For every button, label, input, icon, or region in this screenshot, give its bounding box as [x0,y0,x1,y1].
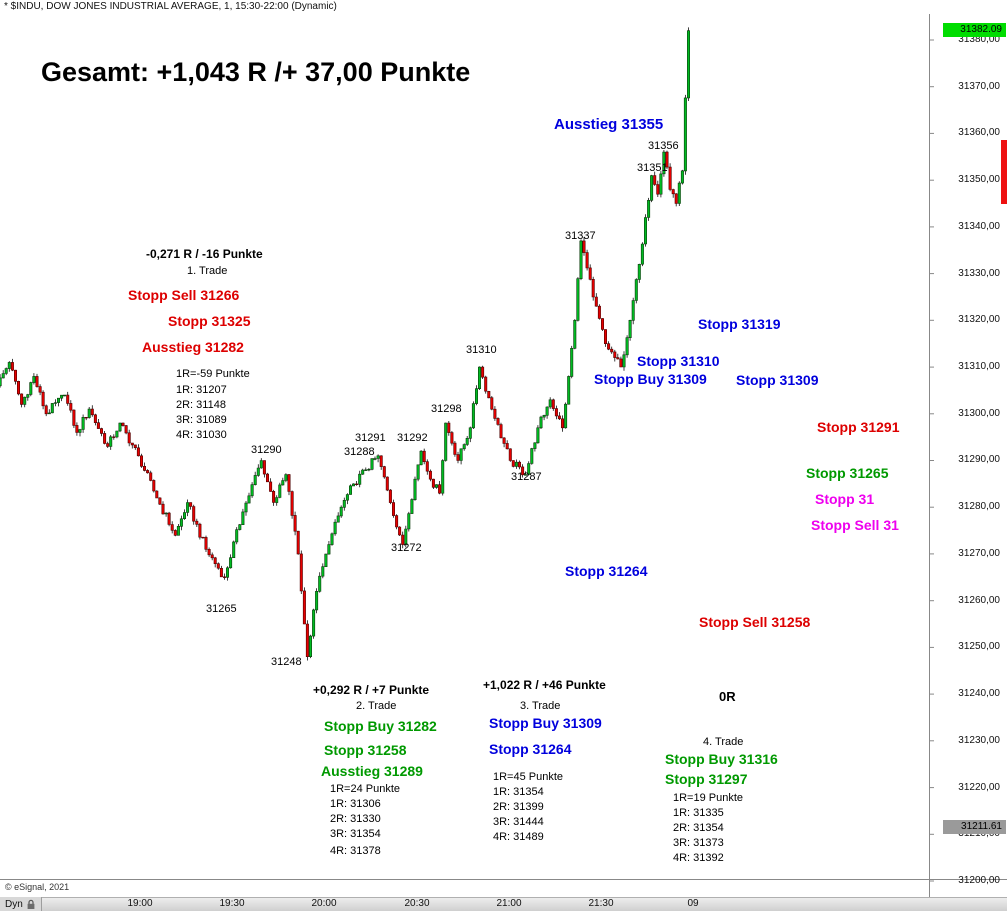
y-axis-label: 31360,00 [958,127,1000,139]
y-axis-label: 31320,00 [958,314,1000,326]
y-axis-tick-marks [929,39,934,882]
x-axis-label: 21:30 [588,898,614,909]
price-badge-last: 31382.09 [943,23,1006,38]
x-axis-label: 09 [687,898,699,909]
chart-title-bar: * $INDU, DOW JONES INDUSTRIAL AVERAGE, 1… [4,1,337,12]
y-axis-label: 31300,00 [958,407,1000,419]
x-axis-label: 21:00 [496,898,522,909]
y-axis-label: 31240,00 [958,688,1000,700]
y-axis-label: 31200,00 [958,874,1000,886]
y-axis-label: 31270,00 [958,547,1000,559]
y-axis-label: 31250,00 [958,641,1000,653]
y-axis-label: 31290,00 [958,454,1000,466]
y-axis[interactable]: 31380,00 31370,00 31360,00 31350,00 31340,00… [938,0,1007,911]
x-axis[interactable]: 19:00 19:30 20:00 20:30 21:00 21:30 09 [0,897,1007,911]
y-axis-label: 31350,00 [958,174,1000,186]
price-badge-low: 31211.61 [943,819,1006,834]
y-axis-label: 31260,00 [958,594,1000,606]
up-candles [0,30,690,657]
y-axis-label: 31380,00 [958,34,1000,45]
y-axis-label: 31220,00 [958,781,1000,793]
x-axis-label: 20:30 [404,898,430,909]
candle-wicks [0,27,689,661]
x-axis-label: 19:30 [219,898,245,909]
y-axis-label: 31340,00 [958,220,1000,232]
y-axis-label: 31330,00 [958,267,1000,279]
down-candles [10,151,678,657]
y-axis-label: 31230,00 [958,734,1000,746]
y-axis-label: 31210,00 [958,828,1000,840]
right-edge-scroll-marker[interactable] [1001,140,1007,204]
bottom-bar [0,897,1007,911]
x-axis-label: 20:00 [311,898,337,909]
x-axis-label: 19:00 [127,898,153,909]
dyn-button-label: Dyn [5,898,23,910]
y-axis-label: 31280,00 [958,501,1000,513]
copyright-label: © eSignal, 2021 [5,882,70,892]
y-axis-label: 31370,00 [958,80,1000,92]
dyn-time-template-button[interactable]: Dyn [0,897,42,911]
lock-icon[interactable] [26,899,36,910]
y-axis-label: 31310,00 [958,361,1000,373]
